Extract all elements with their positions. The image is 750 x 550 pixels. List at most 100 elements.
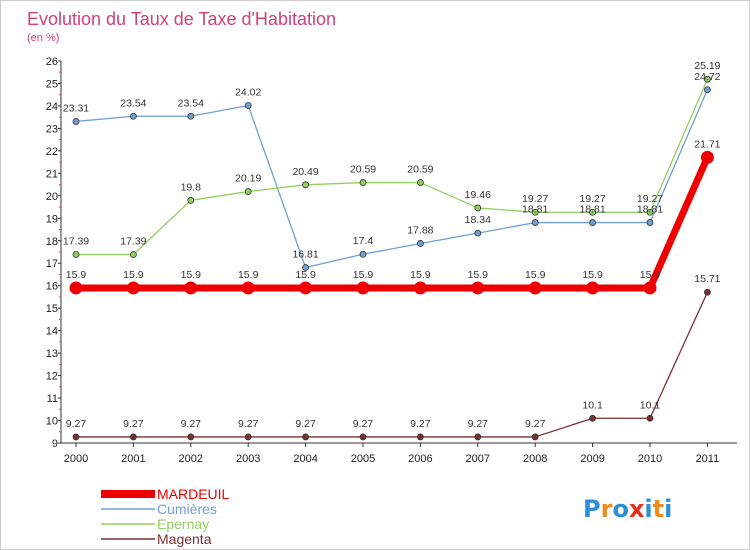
data-label: 15.9 — [295, 269, 316, 281]
x-tick-label: 2011 — [696, 453, 720, 465]
y-tick-label: 11 — [47, 393, 58, 405]
data-label: 9.27 — [238, 418, 259, 430]
data-point — [646, 414, 654, 422]
y-tick-label: 15 — [46, 303, 58, 315]
x-tick-label: 2009 — [580, 453, 604, 465]
x-tick-label: 2006 — [408, 453, 432, 465]
data-label: 15.9 — [238, 269, 259, 281]
x-tick-label: 2010 — [638, 453, 662, 465]
data-label: 19.27 — [579, 193, 605, 205]
data-label: 21.71 — [694, 138, 720, 150]
data-label: 18.81 — [637, 204, 663, 216]
data-label: 9.27 — [295, 418, 316, 430]
data-point — [589, 219, 596, 226]
data-point — [72, 251, 80, 258]
logo-letter: i — [664, 495, 672, 523]
data-label: 9.27 — [410, 418, 431, 430]
data-label: 24.02 — [235, 86, 261, 98]
data-label: 18.81 — [522, 204, 548, 216]
data-point — [704, 75, 711, 83]
y-tick-label: 22 — [46, 146, 58, 158]
y-tick-label: 10 — [46, 416, 58, 428]
data-label: 19.27 — [522, 193, 548, 205]
data-point — [589, 208, 596, 216]
data-label: 23.54 — [120, 97, 146, 109]
data-point — [356, 281, 370, 295]
data-label: 15.9 — [582, 269, 603, 281]
series-line — [76, 155, 711, 292]
data-label: 15.9 — [123, 269, 144, 281]
data-point — [359, 433, 367, 441]
data-label: 9.27 — [66, 418, 87, 430]
data-label: 20.19 — [235, 173, 261, 185]
data-label: 25.19 — [694, 60, 720, 72]
data-point — [589, 414, 596, 422]
data-label: 15.9 — [353, 269, 374, 281]
data-point — [302, 264, 310, 271]
logo-letter: i — [644, 495, 652, 523]
series-line — [75, 89, 708, 269]
data-label: 17.88 — [407, 224, 433, 236]
data-label: 17.4 — [353, 235, 374, 247]
data-point — [129, 112, 137, 120]
data-point — [700, 150, 714, 164]
data-label: 19.46 — [465, 189, 491, 201]
data-point — [646, 208, 654, 216]
data-point — [416, 179, 424, 186]
data-label: 20.59 — [407, 164, 433, 176]
data-label: 18.81 — [579, 204, 605, 216]
proxiti-logo: Proxiti — [583, 495, 672, 523]
x-tick-label: 2004 — [293, 453, 317, 465]
data-point — [184, 281, 198, 295]
data-point — [704, 288, 711, 296]
data-point — [241, 281, 255, 295]
logo-letter: r — [601, 495, 613, 523]
data-label: 17.39 — [63, 235, 89, 247]
data-point — [586, 281, 600, 295]
series-line — [76, 291, 708, 438]
data-point — [416, 240, 424, 247]
data-point — [704, 86, 711, 94]
data-point — [69, 281, 83, 295]
data-point — [643, 281, 657, 295]
data-point — [299, 281, 313, 295]
data-label: 19.27 — [637, 193, 663, 205]
data-label: 20.59 — [350, 164, 376, 176]
data-point — [126, 281, 140, 295]
x-tick-label: 2000 — [64, 453, 88, 465]
data-label: 9.27 — [353, 418, 374, 430]
data-point — [244, 188, 252, 195]
data-label: 18.34 — [465, 214, 491, 226]
series-mardeuil — [69, 150, 714, 295]
data-point — [244, 433, 252, 441]
y-tick-label: 23 — [46, 123, 58, 135]
y-tick-label: 21 — [46, 168, 58, 180]
legend-label: Epernay — [157, 516, 209, 532]
data-label: 10.1 — [582, 399, 603, 411]
data-label: 16.81 — [292, 249, 318, 261]
data-point — [244, 102, 252, 109]
y-tick-label: 14 — [46, 326, 58, 338]
data-label: 23.54 — [178, 97, 204, 109]
y-tick-label: 26 — [46, 56, 58, 68]
y-tick-label: 13 — [46, 348, 58, 360]
series-magenta — [72, 288, 711, 441]
y-tick-label: 9 — [52, 438, 58, 450]
y-tick-label: 16 — [46, 281, 58, 293]
y-tick-label: 12 — [46, 371, 58, 383]
data-label: 20.49 — [292, 166, 318, 178]
data-label: 9.27 — [181, 418, 202, 430]
data-point — [474, 229, 482, 237]
chart-subtitle: (en %) — [27, 32, 59, 44]
data-label: 9.27 — [468, 418, 489, 430]
legend-label: Magenta — [157, 531, 212, 547]
legend-label: Cumières — [157, 501, 217, 517]
data-label: 15.9 — [410, 269, 431, 281]
x-tick-label: 2008 — [523, 453, 547, 465]
data-point — [413, 281, 427, 295]
data-point — [474, 204, 482, 212]
y-tick-label: 24 — [46, 101, 58, 113]
x-tick-label: 2002 — [179, 453, 203, 465]
